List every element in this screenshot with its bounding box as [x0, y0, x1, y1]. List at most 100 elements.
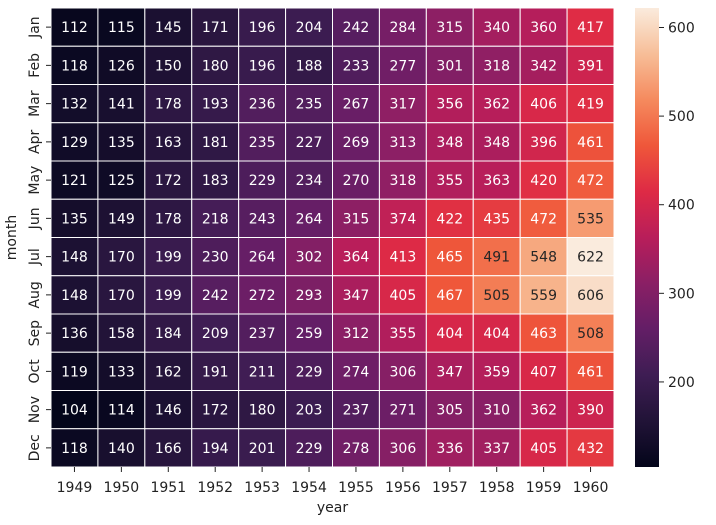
heatmap-cell — [566, 45, 615, 85]
heatmap-cell — [332, 313, 380, 353]
cell-value-label: 242 — [202, 288, 229, 304]
cell-value-label: 302 — [296, 250, 323, 266]
heatmap-cell — [332, 45, 380, 85]
cell-value-label: 158 — [108, 326, 135, 342]
cell-value-label: 125 — [108, 173, 135, 189]
cell-value-label: 170 — [108, 250, 135, 266]
heatmap-cell — [332, 428, 380, 468]
cell-value-label: 196 — [249, 58, 276, 74]
cell-value-label: 203 — [296, 403, 323, 419]
heatmap-cell — [425, 237, 474, 277]
cell-value-label: 194 — [202, 441, 229, 457]
cell-value-label: 172 — [202, 403, 229, 419]
cell-value-label: 278 — [343, 441, 370, 457]
heatmap-cell — [191, 237, 240, 277]
cell-value-label: 336 — [436, 441, 463, 457]
colorbar-gradient — [635, 8, 659, 467]
cell-value-label: 337 — [483, 441, 510, 457]
cell-value-label: 535 — [577, 211, 604, 227]
cell-value-label: 126 — [108, 58, 135, 74]
y-tick-label: Dec — [27, 434, 43, 461]
cell-value-label: 235 — [249, 135, 276, 151]
cell-value-label: 243 — [249, 211, 276, 227]
x-tick-label: 1960 — [573, 480, 609, 496]
heatmap-cell — [332, 122, 380, 162]
y-tick-label: Mar — [27, 90, 43, 117]
heatmap-cell — [285, 45, 334, 85]
cell-value-label: 209 — [202, 326, 229, 342]
cell-value-label: 199 — [155, 288, 182, 304]
colorbar-tick-label: 300 — [668, 286, 695, 302]
cell-value-label: 391 — [577, 58, 604, 74]
cell-value-label: 121 — [61, 173, 88, 189]
cell-value-label: 390 — [577, 403, 604, 419]
heatmap-cell — [378, 390, 427, 430]
heatmap-cell — [144, 390, 193, 430]
cell-value-label: 188 — [296, 58, 323, 74]
cell-value-label: 422 — [436, 211, 463, 227]
cell-value-label: 306 — [390, 441, 417, 457]
cell-value-label: 170 — [108, 288, 135, 304]
heatmap-cell — [97, 313, 146, 353]
cell-value-label: 465 — [436, 250, 463, 266]
heatmap-cell — [519, 160, 568, 200]
cell-value-label: 112 — [61, 20, 88, 36]
y-tick-label: Oct — [27, 359, 43, 384]
cell-value-label: 559 — [530, 288, 557, 304]
heatmap-cell — [425, 313, 474, 353]
y-tick-label: Feb — [27, 53, 43, 78]
cell-value-label: 162 — [155, 364, 182, 380]
cell-value-label: 404 — [483, 326, 510, 342]
y-tick-label: May — [27, 166, 43, 195]
heatmap-cell — [191, 198, 240, 238]
cell-value-label: 218 — [202, 211, 229, 227]
cell-value-label: 184 — [155, 326, 182, 342]
cell-value-label: 237 — [249, 326, 276, 342]
cell-value-label: 272 — [249, 288, 276, 304]
heatmap-cell — [191, 122, 240, 162]
cell-value-label: 267 — [343, 97, 370, 113]
cell-value-label: 306 — [390, 364, 417, 380]
heatmap-cell — [238, 160, 287, 200]
colorbar: 200 300 400 500 600 — [635, 8, 695, 467]
cell-value-label: 270 — [343, 173, 370, 189]
y-tick-label: Apr — [27, 130, 43, 154]
cell-value-label: 355 — [436, 173, 463, 189]
y-tick-label: Aug — [27, 281, 43, 308]
heatmap-cell — [472, 7, 521, 47]
x-tick-label: 1956 — [385, 480, 421, 496]
cell-value-label: 359 — [483, 364, 510, 380]
cell-value-label: 230 — [202, 250, 229, 266]
cell-value-label: 405 — [530, 441, 557, 457]
cell-value-label: 405 — [390, 288, 417, 304]
heatmap-cell — [472, 122, 521, 162]
cell-value-label: 141 — [108, 97, 135, 113]
heatmap-cell — [378, 351, 427, 391]
cell-value-label: 348 — [483, 135, 510, 151]
cell-value-label: 104 — [61, 403, 88, 419]
cell-value-label: 115 — [108, 20, 135, 36]
heatmap-cell — [97, 160, 146, 200]
heatmap-cell — [378, 160, 427, 200]
cell-value-label: 178 — [155, 97, 182, 113]
cell-value-label: 318 — [483, 58, 510, 74]
heatmap-cell — [425, 122, 474, 162]
x-tick-label: 1955 — [338, 480, 374, 496]
cell-value-label: 180 — [249, 403, 276, 419]
cell-value-label: 413 — [390, 250, 417, 266]
heatmap-cell — [472, 198, 521, 238]
cell-value-label: 271 — [390, 403, 417, 419]
cell-value-label: 201 — [249, 441, 276, 457]
cell-value-label: 236 — [249, 97, 276, 113]
heatmap-cell — [519, 428, 568, 468]
heatmap-cell — [285, 313, 334, 353]
colorbar-tick-label: 200 — [668, 375, 695, 391]
cell-value-label: 193 — [202, 97, 229, 113]
heatmap-cell — [519, 122, 568, 162]
heatmap-cell — [144, 84, 193, 124]
heatmap-cell — [566, 313, 615, 353]
cell-value-label: 180 — [202, 58, 229, 74]
y-axis-label: month — [4, 215, 20, 260]
cell-value-label: 347 — [436, 364, 463, 380]
x-tick-label: 1951 — [150, 480, 186, 496]
